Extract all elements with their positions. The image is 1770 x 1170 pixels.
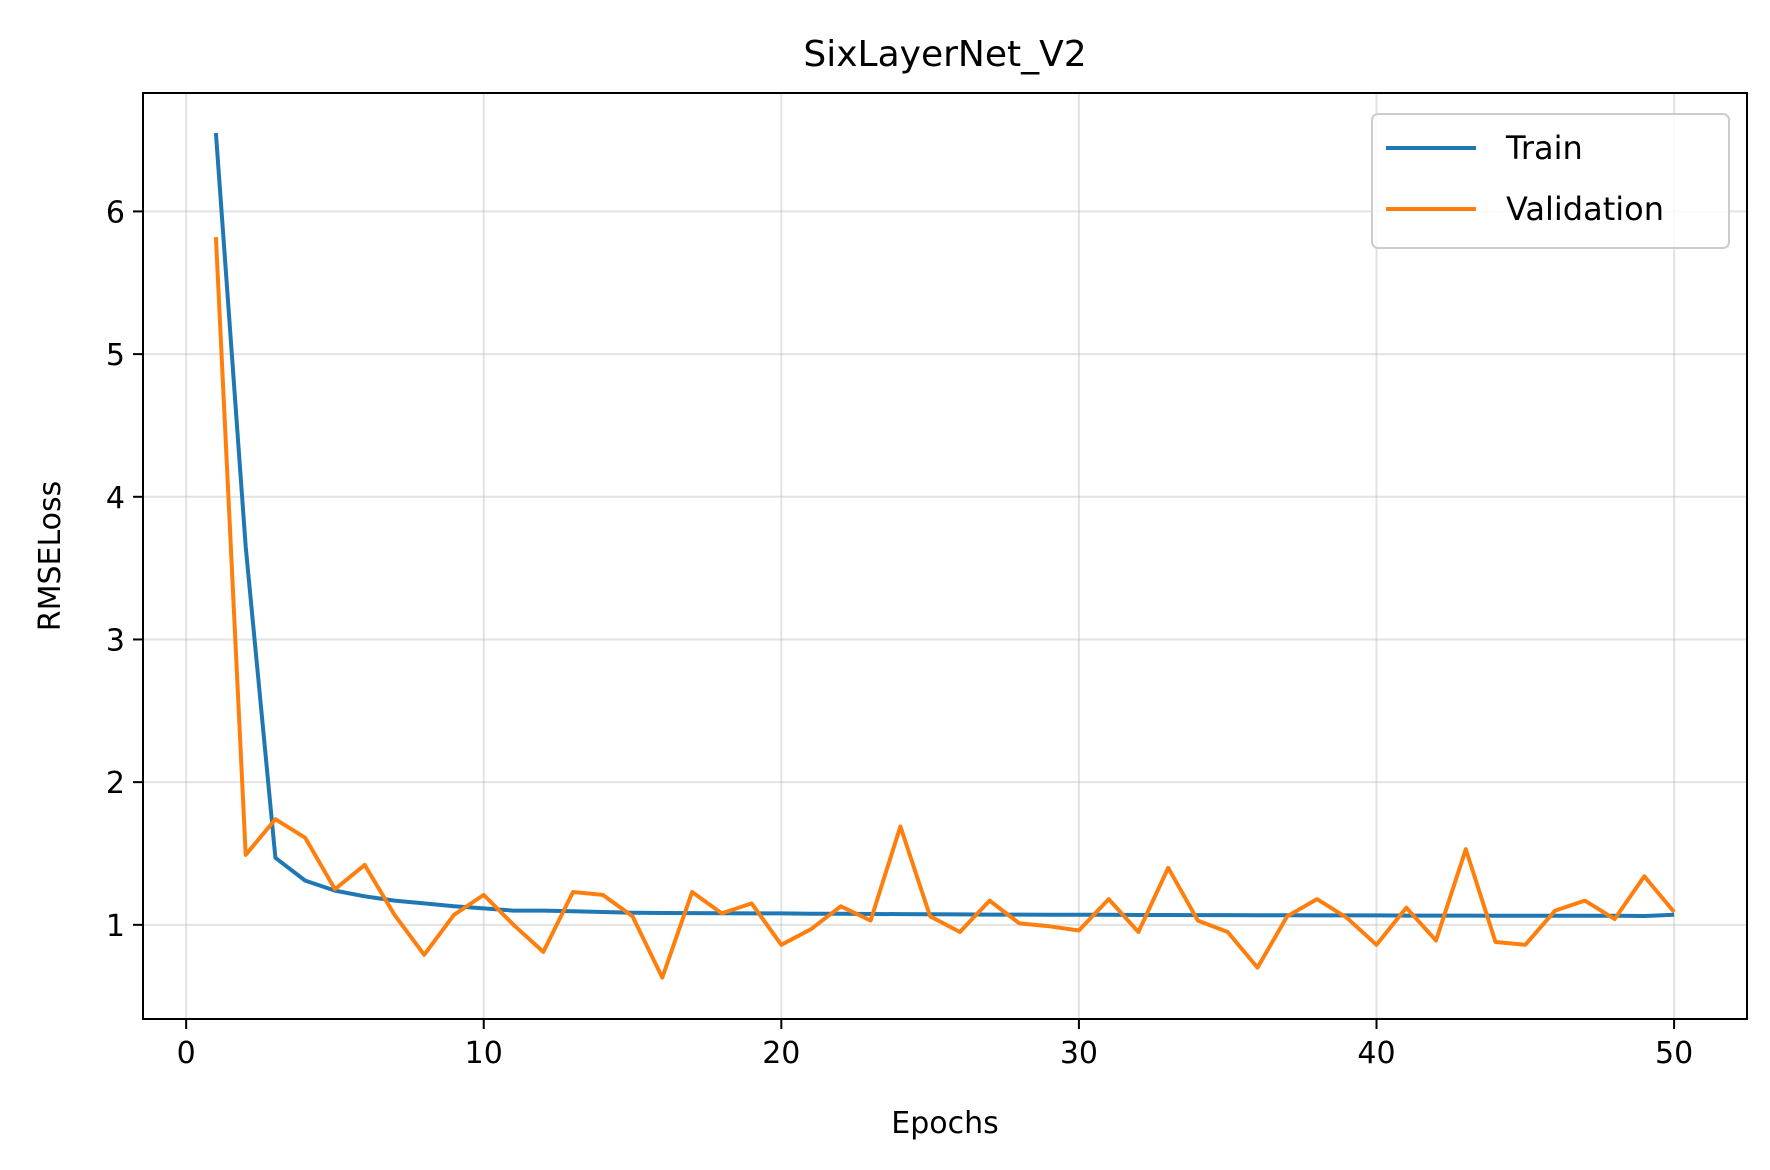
y-tick-label: 2 (106, 766, 125, 801)
y-tick-label: 3 (106, 623, 125, 658)
y-tick-label: 5 (106, 338, 125, 373)
legend: Train Validation (1371, 113, 1730, 249)
series-line-train (213, 132, 1675, 918)
x-tick-label: 10 (465, 1036, 503, 1071)
x-tick-label: 20 (762, 1036, 800, 1071)
x-tick-label: 50 (1655, 1036, 1693, 1071)
legend-label-validation: Validation (1506, 190, 1664, 228)
x-axis-label: Epochs (891, 1106, 999, 1141)
x-axis-ticks: 0 10 20 30 40 50 (177, 1019, 1693, 1071)
x-tick-label: 30 (1060, 1036, 1098, 1071)
plot-frame (142, 92, 1748, 1020)
x-tick-label: 0 (177, 1036, 196, 1071)
series-layer (213, 132, 1676, 980)
series-line-validation (213, 237, 1676, 980)
y-tick-label: 6 (106, 195, 125, 230)
y-tick-label: 1 (106, 909, 125, 944)
y-axis-label: RMSELoss (33, 481, 68, 632)
y-axis-ticks: 1 2 3 4 5 6 (106, 195, 143, 944)
chart-title: SixLayerNet_V2 (803, 34, 1086, 75)
y-tick-label: 4 (106, 481, 125, 516)
legend-label-train: Train (1505, 129, 1583, 167)
grid-lines (143, 93, 1747, 1019)
x-tick-label: 40 (1357, 1036, 1395, 1071)
